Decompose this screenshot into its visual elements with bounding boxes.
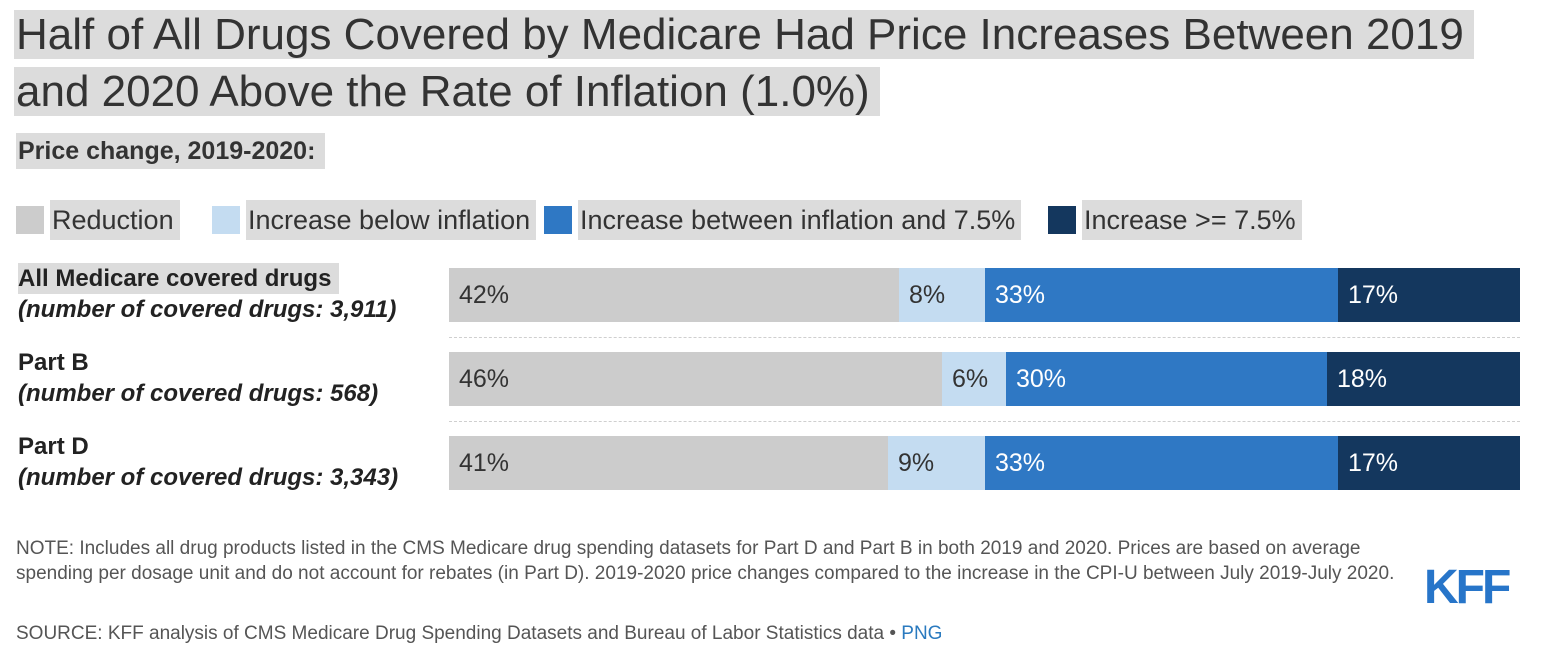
bar-segment: 41% [449, 436, 888, 490]
row-label-count: (number of covered drugs: 3,343) [18, 464, 399, 491]
row-label: Part B (number of covered drugs: 568) [18, 347, 378, 409]
bar-segment: 9% [888, 436, 985, 490]
bar-segment: 8% [899, 268, 985, 322]
bar-value-label: 30% [1016, 365, 1067, 393]
legend-label: Increase >= 7.5% [1082, 200, 1302, 240]
row-label-name: All Medicare covered drugs [18, 263, 340, 294]
bar-value-label: 41% [459, 449, 510, 477]
bar-value-label: 8% [909, 281, 946, 309]
legend-swatch [16, 206, 44, 234]
legend-swatch [212, 206, 240, 234]
legend-item: Increase below inflation [212, 200, 537, 240]
legend-item: Increase between inflation and 7.5% [544, 200, 1022, 240]
png-download-link[interactable]: PNG [901, 623, 943, 644]
bar-value-label: 46% [459, 365, 510, 393]
row-label-name: Part D [18, 433, 89, 460]
legend-swatch [1048, 206, 1076, 234]
row-separator [449, 421, 1520, 422]
row-label: All Medicare covered drugs (number of cov… [18, 263, 396, 325]
bar-row: 41% 9% 33% 17% [449, 436, 1520, 490]
row-label-count: (number of covered drugs: 568) [18, 380, 379, 407]
bar-value-label: 6% [952, 365, 989, 393]
bar-value-label: 33% [995, 449, 1046, 477]
legend-label: Reduction [50, 200, 180, 240]
chart-source: SOURCE: KFF analysis of CMS Medicare Dru… [16, 621, 942, 646]
row-label: Part D (number of covered drugs: 3,343) [18, 431, 398, 493]
bar-value-label: 33% [995, 281, 1046, 309]
chart-subtitle: Price change, 2019-2020: [16, 133, 326, 169]
bar-segment: 33% [985, 436, 1338, 490]
bar-segment: 18% [1327, 352, 1520, 406]
chart-note: NOTE: Includes all drug products listed … [16, 538, 1395, 584]
row-label-count: (number of covered drugs: 3,911) [18, 296, 397, 323]
bar-segment: 42% [449, 268, 899, 322]
bar-value-label: 17% [1348, 281, 1399, 309]
bar-value-label: 17% [1348, 449, 1399, 477]
legend-swatch [544, 206, 572, 234]
bar-segment: 17% [1338, 436, 1520, 490]
bar-segment: 6% [942, 352, 1006, 406]
chart-title: Half of All Drugs Covered by Medicare Ha… [14, 6, 1490, 120]
legend-label: Increase between inflation and 7.5% [578, 200, 1022, 240]
bar-segment: 30% [1006, 352, 1327, 406]
legend-item: Increase >= 7.5% [1048, 200, 1302, 240]
row-separator [449, 337, 1520, 338]
bar-value-label: 9% [898, 449, 935, 477]
kff-logo: KFF [1424, 561, 1511, 614]
bar-segment: 46% [449, 352, 942, 406]
bar-segment: 17% [1338, 268, 1520, 322]
bar-row: 46% 6% 30% 18% [449, 352, 1520, 406]
bar-segment: 33% [985, 268, 1338, 322]
bar-row: 42% 8% 33% 17% [449, 268, 1520, 322]
source-text: SOURCE: KFF analysis of CMS Medicare Dru… [16, 623, 902, 644]
legend-label: Increase below inflation [246, 200, 537, 240]
row-label-name: Part B [18, 349, 89, 376]
legend-item: Reduction [16, 200, 180, 240]
bar-value-label: 42% [459, 281, 510, 309]
bar-value-label: 18% [1337, 365, 1388, 393]
